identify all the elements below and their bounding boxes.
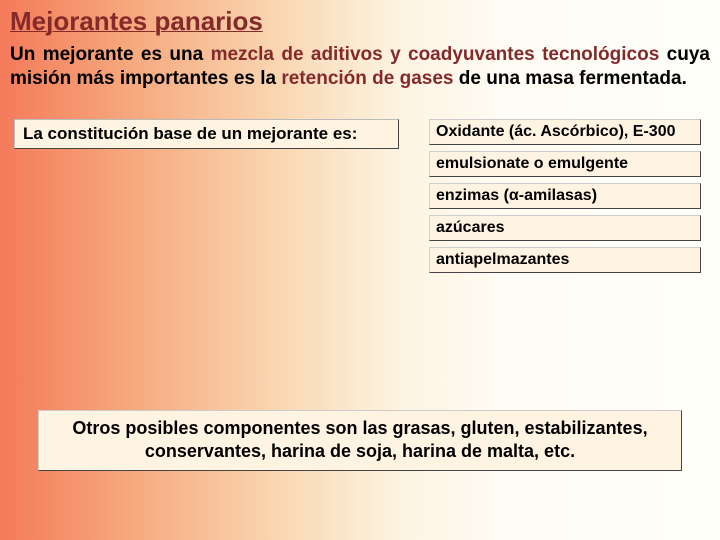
list-item: Oxidante (ác. Ascórbico), E-300 [429,119,701,145]
slide-title: Mejorantes panarios [10,6,710,37]
intro-text-prefix: Un mejorante es una [10,44,211,65]
footer-box: Otros posibles componentes son las grasa… [38,410,682,471]
content-row: La constitución base de un mejorante es:… [10,119,710,273]
slide: Mejorantes panarios Un mejorante es una … [0,0,720,540]
list-item: antiapelmazantes [429,247,701,273]
list-item: enzimas (α-amilasas) [429,183,701,209]
intro-highlight-2: retención de gases [281,68,453,89]
intro-text-suffix: de una masa fermentada. [454,68,687,89]
lead-box: La constitución base de un mejorante es: [14,119,399,149]
intro-paragraph: Un mejorante es una mezcla de aditivos y… [10,43,710,91]
intro-highlight-1: mezcla de aditivos y coadyuvantes tecnol… [211,44,660,65]
list-item: emulsionate o emulgente [429,151,701,177]
component-list: Oxidante (ác. Ascórbico), E-300 emulsion… [429,119,701,273]
list-item: azúcares [429,215,701,241]
